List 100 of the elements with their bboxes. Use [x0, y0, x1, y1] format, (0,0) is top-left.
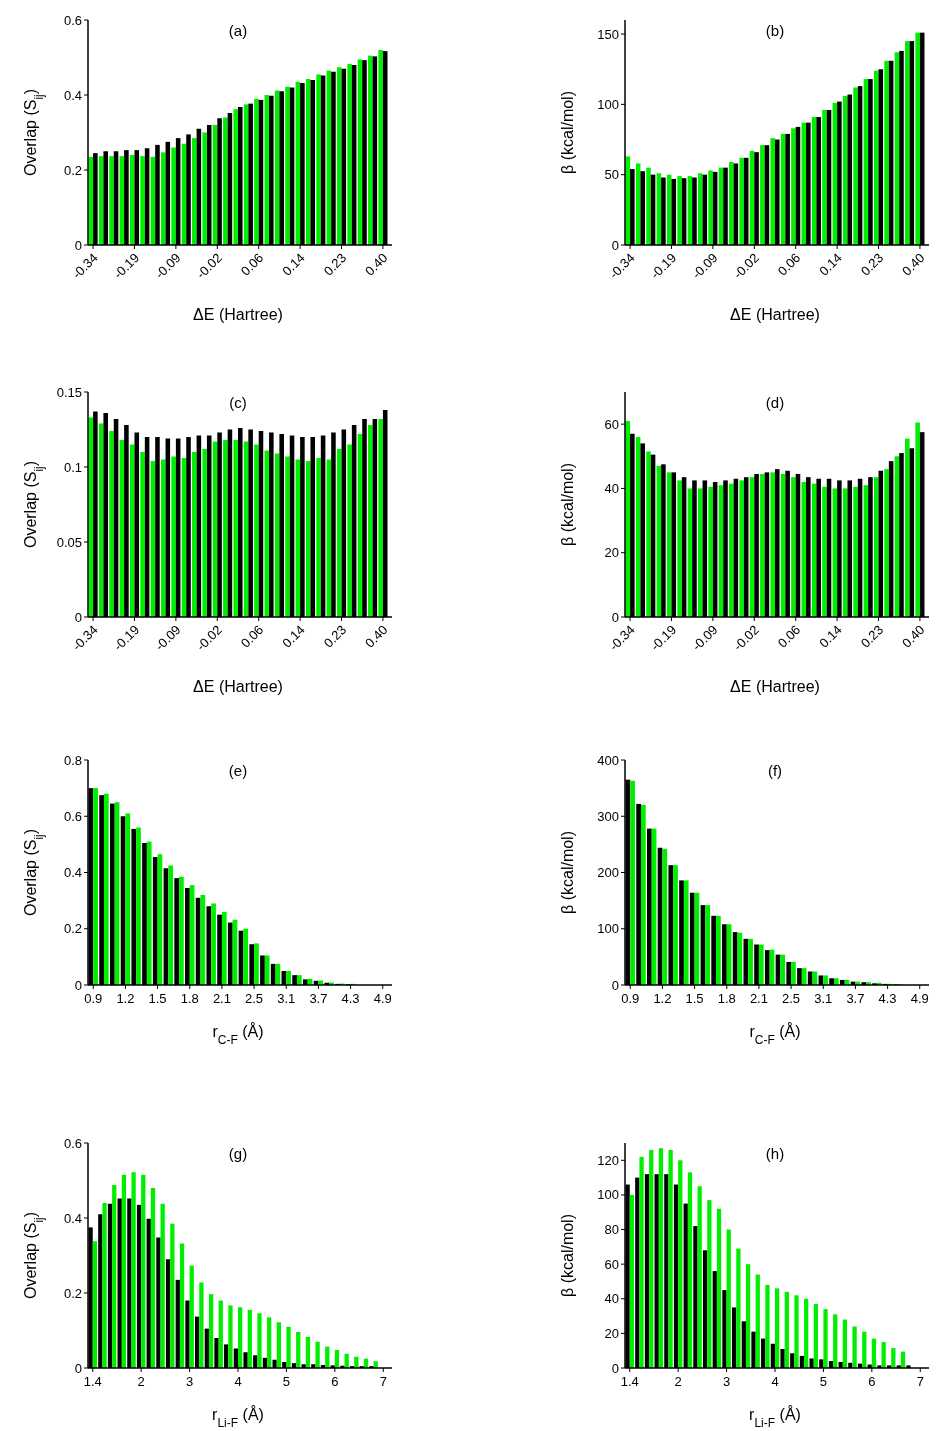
- y-tick-label: 0: [611, 609, 619, 625]
- y-tick-label: 0: [611, 237, 619, 253]
- x-tick-label: 3.1: [814, 991, 833, 1007]
- y-tick-label: 0.2: [63, 921, 82, 937]
- chart-title: (h): [765, 1145, 785, 1162]
- x-tick-label: 0.40: [362, 622, 391, 651]
- y-tick-label: 0.2: [63, 1285, 82, 1301]
- y-tick-label: 0.15: [56, 384, 82, 400]
- x-tick-label: 0.40: [362, 250, 391, 279]
- y-tick-label: 400: [597, 752, 619, 768]
- y-tick-label: 100: [597, 96, 619, 112]
- y-tick-label: 300: [597, 808, 619, 824]
- chart-title: (c): [229, 394, 247, 411]
- chart-title: (a): [228, 22, 248, 39]
- y-tick-label: 0: [74, 237, 82, 253]
- x-tick-label: 0.14: [816, 622, 845, 651]
- x-tick-label: 0.23: [857, 622, 887, 651]
- x-tick-label: 3.1: [277, 991, 296, 1007]
- y-tick-label: 0: [74, 977, 82, 993]
- y-tick-label: 120: [597, 1152, 619, 1168]
- x-tick-label: 3: [185, 1374, 194, 1390]
- x-tick-label: 0.9: [621, 991, 640, 1007]
- x-tick-label: 0.23: [320, 622, 350, 651]
- y-tick-label: 0.4: [63, 1210, 82, 1226]
- x-tick-label: 0.06: [774, 250, 804, 279]
- x-tick-label: 3.7: [309, 991, 328, 1007]
- x-tick-label: 4.3: [341, 991, 360, 1007]
- x-tick-label: 1.5: [148, 991, 167, 1007]
- x-axis-title: ΔE (Hartree): [730, 306, 820, 323]
- y-axis-title: β (kcal/mol): [559, 463, 576, 546]
- y-tick-label: 0.8: [63, 752, 82, 768]
- x-tick-label: 2.1: [749, 991, 768, 1007]
- y-axis-title: β (kcal/mol): [559, 91, 576, 174]
- y-tick-label: 40: [604, 480, 619, 496]
- x-tick-label: 3: [722, 1374, 731, 1390]
- x-tick-label: 5: [282, 1374, 291, 1390]
- x-tick-label: 1.4: [620, 1374, 639, 1390]
- x-tick-label: 2: [674, 1374, 682, 1390]
- x-tick-label: 5: [819, 1374, 828, 1390]
- x-tick-label: 1.8: [717, 991, 736, 1007]
- y-tick-label: 60: [604, 1256, 619, 1272]
- x-axis-title: ΔE (Hartree): [730, 678, 820, 695]
- x-axis-title: r$_{C-F}$ (Å): [749, 1022, 801, 1047]
- y-axis-title: β (kcal/mol): [559, 1214, 576, 1297]
- y-tick-label: 0.4: [63, 87, 82, 103]
- y-tick-label: 0.05: [56, 534, 82, 550]
- y-tick-label: 0: [611, 1360, 619, 1376]
- x-axis-title: r$_{C-F}$ (Å): [212, 1022, 264, 1047]
- chart-title: (e): [228, 762, 248, 779]
- y-tick-label: 0.6: [63, 12, 82, 28]
- x-tick-label: 2: [137, 1374, 145, 1390]
- y-tick-label: 100: [597, 921, 619, 937]
- x-tick-label: 4.9: [910, 991, 929, 1007]
- x-tick-label: 0.23: [320, 250, 350, 279]
- x-tick-label: 4: [234, 1374, 242, 1390]
- x-tick-label: 0.9: [84, 991, 103, 1007]
- x-tick-label: 1.8: [180, 991, 199, 1007]
- x-tick-label: 6: [868, 1374, 876, 1390]
- y-tick-label: 0: [74, 609, 82, 625]
- x-tick-label: 0.14: [279, 250, 308, 279]
- x-tick-label: 0.06: [774, 622, 804, 651]
- x-tick-label: 0.06: [237, 250, 267, 279]
- chart-title: (f): [767, 762, 783, 779]
- x-tick-label: 0.06: [237, 622, 267, 651]
- x-tick-label: 4.9: [373, 991, 392, 1007]
- x-tick-label: 4: [771, 1374, 779, 1390]
- x-tick-label: 1.4: [83, 1374, 102, 1390]
- x-tick-label: 7: [379, 1374, 387, 1390]
- y-tick-label: 80: [604, 1222, 619, 1238]
- y-tick-label: 0.1: [63, 459, 82, 475]
- x-tick-label: 2.1: [212, 991, 231, 1007]
- x-axis-title: ΔE (Hartree): [193, 678, 283, 695]
- x-tick-label: 4.3: [878, 991, 897, 1007]
- y-tick-label: 50: [604, 167, 619, 183]
- y-tick-label: 0.4: [63, 865, 82, 881]
- x-axis-title: r$_{Li-F}$ (Å): [212, 1405, 264, 1430]
- x-tick-label: 3.7: [846, 991, 865, 1007]
- y-tick-label: 0: [611, 977, 619, 993]
- y-tick-label: 0.6: [63, 1135, 82, 1151]
- y-tick-label: 200: [597, 865, 619, 881]
- x-tick-label: 0.40: [899, 250, 928, 279]
- y-tick-label: 40: [604, 1291, 619, 1307]
- x-tick-label: 2.5: [782, 991, 801, 1007]
- x-tick-label: 6: [331, 1374, 339, 1390]
- y-tick-label: 60: [604, 416, 619, 432]
- x-axis-title: r$_{Li-F}$ (Å): [749, 1405, 801, 1430]
- y-tick-label: 100: [597, 1187, 619, 1203]
- x-axis-title: ΔE (Hartree): [193, 306, 283, 323]
- chart-title: (g): [228, 1145, 248, 1162]
- y-tick-label: 0: [74, 1360, 82, 1376]
- chart-title: (d): [765, 394, 785, 411]
- y-tick-label: 20: [604, 545, 619, 561]
- y-tick-label: 0.2: [63, 162, 82, 178]
- x-tick-label: 0.14: [279, 622, 308, 651]
- x-tick-label: 1.2: [116, 991, 135, 1007]
- y-tick-label: 150: [597, 26, 619, 42]
- x-tick-label: 1.5: [685, 991, 704, 1007]
- x-tick-label: 2.5: [245, 991, 264, 1007]
- chart-title: (b): [765, 22, 785, 39]
- y-tick-label: 0.6: [63, 808, 82, 824]
